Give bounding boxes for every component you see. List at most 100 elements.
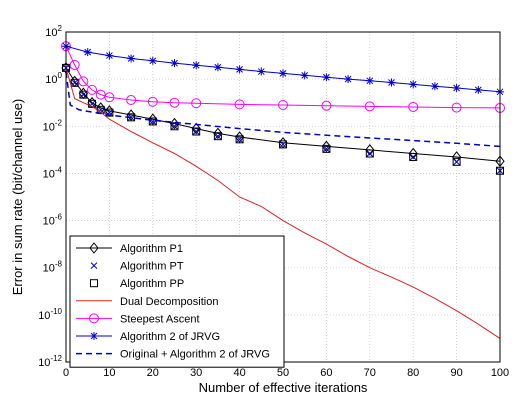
data-point — [192, 127, 201, 136]
data-point — [452, 157, 461, 166]
series-layer — [61, 41, 505, 339]
data-point — [453, 158, 460, 166]
data-point — [169, 97, 180, 108]
data-point — [105, 108, 114, 117]
data-point — [79, 90, 88, 99]
legend-label: Algorithm PP — [120, 278, 184, 290]
legend-entry: Steepest Ascent — [76, 313, 200, 325]
data-point — [171, 122, 178, 130]
data-point — [365, 76, 374, 85]
data-point — [236, 135, 243, 143]
data-point — [148, 56, 157, 65]
data-point — [213, 127, 223, 140]
data-point — [409, 153, 417, 161]
data-point — [71, 79, 79, 87]
data-point — [452, 84, 461, 93]
data-point — [70, 78, 79, 87]
x-tick-label: 80 — [407, 367, 419, 379]
data-point — [430, 82, 439, 91]
y-axis-label: Error in sum rate (bit/channel use) — [10, 99, 25, 296]
legend-box — [69, 235, 285, 368]
x-tick-label: 20 — [147, 367, 159, 379]
legend-label: Steepest Ascent — [120, 313, 200, 325]
legend-entry: Algorithm P1 — [76, 242, 183, 255]
legend-entry: Original + Algorithm 2 of JRVG — [76, 349, 270, 361]
data-point — [170, 59, 179, 68]
y-tick-label: 10-10 — [38, 307, 62, 322]
data-point — [104, 92, 115, 103]
legend-marker — [89, 242, 99, 254]
data-point — [191, 122, 201, 135]
series-6 — [65, 71, 501, 148]
x-tick-label: 60 — [320, 367, 332, 379]
data-point — [192, 128, 200, 135]
data-point — [191, 98, 202, 109]
legend-entry: Algorithm PP — [90, 278, 184, 290]
data-point — [321, 100, 332, 111]
data-point — [409, 80, 418, 89]
legend-entry: Algorithm PT — [90, 261, 184, 273]
legend-marker — [90, 262, 98, 269]
y-tick-label: 10-6 — [43, 213, 63, 228]
data-point — [279, 140, 287, 149]
data-point — [257, 67, 266, 76]
y-tick-label: 10-8 — [43, 260, 63, 275]
data-point — [321, 140, 332, 153]
data-point — [387, 78, 396, 87]
legend: Algorithm P1 Algorithm PT Algorithm PP Dual… — [69, 235, 285, 368]
y-tick-label: 100 — [45, 71, 62, 86]
data-point — [344, 75, 353, 84]
series-line — [65, 45, 501, 109]
data-point — [80, 91, 87, 98]
legend-label: Algorithm PT — [120, 261, 184, 273]
series-3 — [65, 67, 501, 339]
data-point — [87, 84, 98, 95]
data-point — [408, 101, 419, 112]
data-point — [235, 65, 244, 74]
data-point — [126, 95, 137, 106]
data-point — [69, 59, 80, 70]
series-line — [65, 71, 501, 148]
data-point — [278, 99, 288, 110]
x-tick-label: 70 — [364, 367, 376, 379]
data-point — [88, 99, 97, 108]
x-tick-label: 30 — [190, 367, 202, 379]
series-line — [65, 67, 501, 339]
legend-label: Dual Decomposition — [120, 296, 218, 308]
y-tick-label: 102 — [45, 24, 62, 39]
legend-label: Algorithm 2 of JRVG — [120, 331, 220, 343]
data-point — [408, 147, 418, 160]
data-point — [300, 71, 309, 80]
data-point — [192, 61, 201, 70]
x-tick-label: 50 — [277, 367, 289, 379]
data-point — [214, 132, 222, 140]
series-line — [65, 67, 501, 162]
data-point — [365, 149, 374, 158]
data-point — [97, 106, 105, 114]
data-point — [213, 132, 222, 141]
legend-marker — [89, 313, 99, 324]
data-point — [213, 63, 222, 72]
data-point — [322, 144, 331, 153]
legend-marker — [90, 279, 98, 288]
y-tick-label: 10-12 — [38, 354, 62, 369]
x-tick-label: 100 — [491, 367, 509, 379]
data-point — [409, 152, 418, 161]
data-point — [147, 96, 158, 107]
data-point — [127, 54, 136, 63]
series-5 — [62, 42, 504, 96]
data-point — [451, 102, 462, 113]
x-tick-label: 90 — [450, 367, 462, 379]
series-2 — [62, 63, 504, 175]
data-point — [364, 101, 375, 112]
ticks: 0 10 20 30 40 50 60 70 80 90 100 102 100 10-2 10-4 10-6… — [38, 24, 509, 379]
data-point — [474, 85, 483, 94]
y-tick-label: 10-4 — [43, 165, 63, 180]
data-point — [365, 144, 375, 156]
y-tick-label: 10-2 — [43, 118, 63, 133]
legend-label: Algorithm P1 — [120, 243, 183, 255]
legend-entry: Algorithm 2 of JRVG — [76, 331, 220, 343]
data-point — [170, 122, 179, 131]
data-point — [234, 99, 245, 110]
